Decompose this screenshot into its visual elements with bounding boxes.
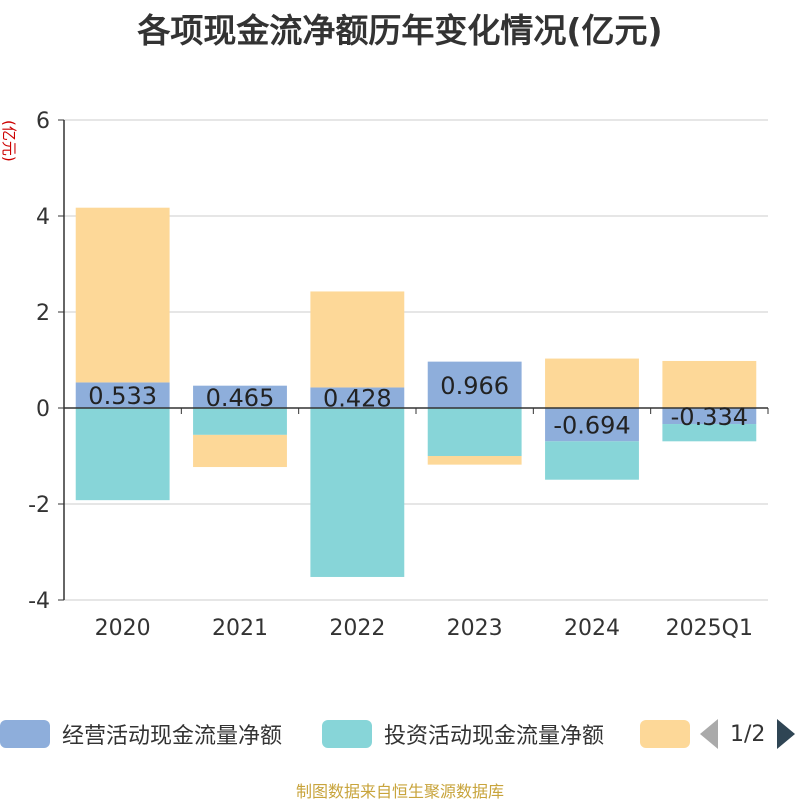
bar-investing — [662, 424, 757, 442]
legend: 经营活动现金流量净额 投资活动现金流量净额 1/2 — [0, 716, 800, 756]
bar-financing — [310, 291, 405, 388]
x-tick-label: 2025Q1 — [666, 616, 753, 641]
bar-operating — [193, 385, 287, 408]
x-tick-label: 2020 — [95, 616, 151, 641]
stacked-bar-chart: -4 -2 0 2 4 6 2020 2021 2022 2023 2024 2025Q1 0.533… — [0, 109, 769, 641]
bar-operating — [545, 408, 639, 442]
legend-item-financing[interactable] — [640, 716, 690, 752]
bar-operating — [75, 382, 170, 408]
chart-title: 各项现金流净额历年变化情况(亿元) — [137, 11, 663, 50]
x-tick-label: 2021 — [212, 616, 268, 641]
legend-item-operating[interactable]: 经营活动现金流量净额 — [0, 716, 282, 752]
y-tick-label: 4 — [36, 205, 50, 230]
axis-layer: -4 -2 0 2 4 6 2020 2021 2022 2023 2024 2025Q1 — [28, 109, 769, 641]
bar-operating — [310, 387, 405, 408]
x-tick-label: 2023 — [447, 616, 503, 641]
bar-layer — [75, 207, 757, 577]
source-note: 制图数据来自恒生聚源数据库 — [295, 782, 504, 801]
bar-investing — [310, 408, 405, 577]
label-layer: 0.533 0.465 0.428 0.966 -0.694 -0.334 — [88, 372, 748, 440]
bar-financing — [545, 358, 639, 408]
y-tick-label: 2 — [36, 301, 50, 326]
bar-investing — [75, 408, 170, 501]
legend-pager: 1/2 — [700, 716, 796, 752]
bar-investing — [545, 441, 639, 480]
x-tick-label: 2022 — [329, 616, 385, 641]
legend-swatch-operating — [0, 720, 50, 748]
pager-prev-icon[interactable] — [700, 719, 718, 749]
data-label: 0.465 — [206, 384, 275, 412]
y-tick-label: 0 — [36, 397, 50, 422]
data-label: 0.533 — [88, 382, 157, 410]
pager-text: 1/2 — [730, 721, 766, 747]
y-tick-label: -4 — [28, 589, 50, 614]
y-axis-unit-label: (亿元) — [0, 120, 18, 162]
legend-swatch-financing — [640, 720, 690, 748]
bar-financing — [662, 360, 757, 408]
legend-swatch-investing — [322, 720, 372, 748]
data-label: -0.694 — [553, 412, 630, 440]
bar-operating — [662, 408, 757, 425]
bar-financing — [427, 456, 522, 465]
data-label: -0.334 — [671, 403, 748, 431]
legend-item-investing[interactable]: 投资活动现金流量净额 — [322, 716, 604, 752]
bar-financing — [75, 207, 170, 383]
bar-operating — [427, 361, 522, 408]
data-label: 0.428 — [323, 385, 392, 413]
legend-label-operating: 经营活动现金流量净额 — [62, 724, 283, 749]
data-label: 0.966 — [440, 372, 509, 400]
y-tick-label: -2 — [28, 493, 50, 518]
grid-layer — [64, 119, 768, 601]
pager-next-icon[interactable] — [777, 719, 796, 749]
bar-financing — [193, 434, 287, 468]
bar-investing — [427, 408, 522, 456]
bar-investing — [193, 408, 287, 435]
x-tick-label: 2024 — [564, 616, 620, 641]
y-tick-label: 6 — [36, 109, 50, 134]
legend-label-investing: 投资活动现金流量净额 — [384, 724, 605, 749]
